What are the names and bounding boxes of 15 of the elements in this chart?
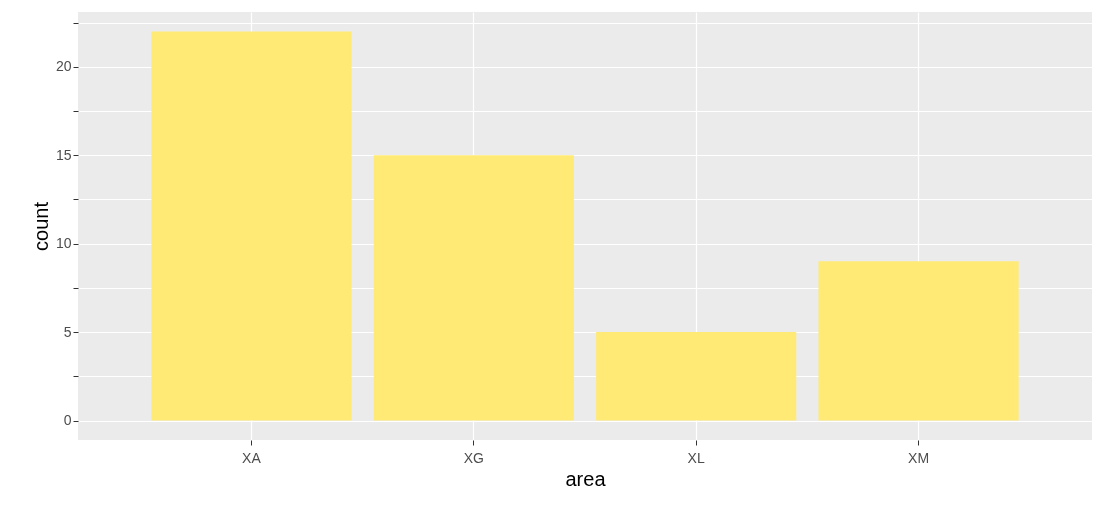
x-tick-label: XA [242, 449, 262, 466]
y-axis-title: count [29, 201, 52, 251]
bar [373, 155, 574, 421]
x-tick-label: XG [463, 449, 484, 466]
x-tick-label: XM [908, 449, 930, 466]
y-tick-label: 15 [55, 146, 72, 163]
bar [151, 31, 352, 421]
x-tick-label: XL [687, 449, 705, 466]
y-tick-label: 10 [55, 235, 72, 252]
x-axis-title: area [565, 467, 607, 490]
y-tick-label: 0 [63, 412, 72, 429]
bar [596, 332, 797, 421]
bar [818, 261, 1019, 421]
y-tick-label: 5 [63, 323, 72, 340]
y-tick-label: 20 [55, 58, 72, 75]
